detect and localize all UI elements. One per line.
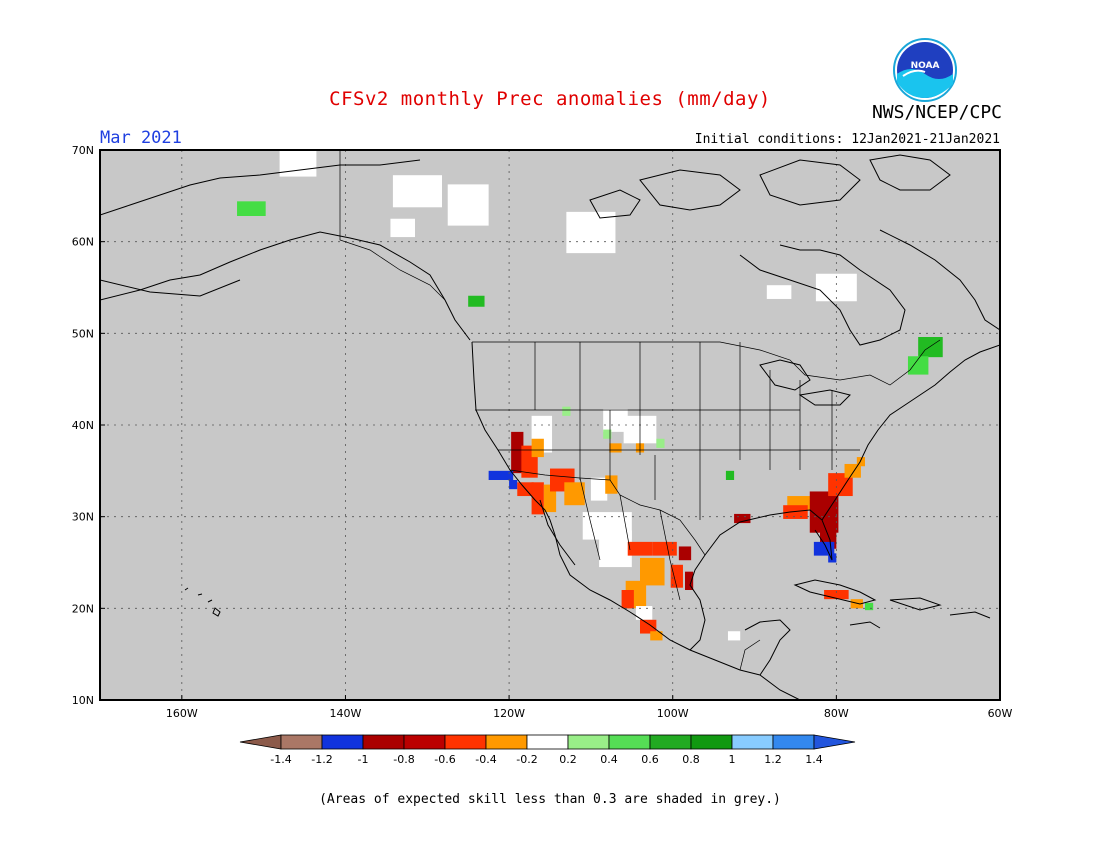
lon-tick-label: 80W — [824, 707, 849, 720]
anomaly-cell — [392, 175, 442, 208]
anomaly-cell — [621, 590, 634, 609]
anomaly-cell — [635, 606, 653, 620]
colorbar-swatch — [731, 734, 774, 750]
forecast-month: Mar 2021 — [100, 128, 182, 148]
anomaly-cell — [685, 571, 694, 590]
anomaly-cell — [734, 513, 751, 524]
anomaly-cell — [390, 218, 415, 238]
colorbar-swatch — [649, 734, 692, 750]
lon-tick-label: 160W — [166, 707, 198, 720]
colorbar-swatch — [526, 734, 569, 750]
anomaly-cell — [237, 201, 266, 216]
anomaly-cell — [511, 431, 524, 474]
colorbar-label: 1 — [729, 753, 736, 766]
colorbar-swatch — [280, 734, 323, 750]
colorbar-swatch — [485, 734, 528, 750]
colorbar-label: 0.6 — [641, 753, 659, 766]
colorbar-swatch — [813, 734, 856, 750]
lon-tick-label: 60W — [988, 707, 1013, 720]
colorbar-swatch — [239, 734, 282, 750]
anomaly-cell — [678, 546, 692, 561]
anomaly-cell — [543, 484, 557, 513]
colorbar-swatch — [772, 734, 815, 750]
lat-tick-label: 40N — [72, 419, 94, 432]
colorbar-label: -0.4 — [475, 753, 496, 766]
anomaly-cell — [813, 541, 835, 556]
colorbar-swatch — [362, 734, 405, 750]
org-label: NWS/NCEP/CPC — [871, 102, 1002, 123]
anomaly-cell — [828, 473, 853, 497]
anomaly-cell — [727, 631, 741, 641]
graticule — [100, 150, 1000, 700]
anomaly-cell — [590, 477, 608, 501]
lat-tick-label: 20N — [72, 602, 94, 615]
anomaly-cell — [824, 590, 849, 600]
anomaly-cell — [865, 602, 874, 611]
anomaly-cell — [907, 356, 929, 375]
anomaly-cell — [599, 530, 632, 568]
lat-tick-label: 50N — [72, 327, 94, 340]
anomaly-cell — [627, 541, 653, 556]
skill-note: (Areas of expected skill less than 0.3 a… — [319, 792, 781, 807]
colorbar-swatch — [608, 734, 651, 750]
noaa-logo: NOAA — [893, 38, 957, 102]
anomaly-cell — [603, 429, 612, 439]
anomaly-cell — [766, 285, 792, 299]
anomaly-cells — [237, 150, 943, 641]
anomaly-cell — [603, 408, 628, 432]
anomaly-cell — [856, 457, 865, 467]
anomaly-cell — [566, 211, 616, 254]
map-title: CFSv2 monthly Prec anomalies (mm/day) — [329, 88, 771, 110]
political-borders — [339, 150, 941, 671]
lat-tick-label: 60N — [72, 236, 94, 249]
colorbar-label: -1 — [358, 753, 369, 766]
anomaly-cell — [447, 184, 489, 226]
anomaly-cell — [640, 619, 657, 634]
initial-conditions: Initial conditions: 12Jan2021-21Jan2021 — [694, 132, 1000, 147]
lat-tick-label: 30N — [72, 511, 94, 524]
anomaly-cell — [650, 631, 663, 641]
anomaly-cell — [815, 273, 857, 302]
lon-tick-label: 100W — [657, 707, 689, 720]
colorbar-label: -1.2 — [311, 753, 332, 766]
anomaly-cell — [670, 564, 683, 588]
colorbar-swatch — [690, 734, 733, 750]
colorbar-swatch — [403, 734, 446, 750]
logo-text: NOAA — [911, 61, 940, 71]
anomaly-cell — [783, 505, 808, 519]
colorbar-label: -1.4 — [270, 753, 291, 766]
axis-ticks: 160W 140W 120W 100W 80W 60W 10N 20N 30N 40N 50N 60N… — [72, 144, 1013, 720]
anomaly-cell — [652, 541, 677, 556]
colorbar-label: -0.2 — [516, 753, 537, 766]
colorbar-label: 0.2 — [559, 753, 577, 766]
colorbar-label: 1.4 — [805, 753, 823, 766]
colorbar-swatch — [321, 734, 364, 750]
colorbar-label: -0.8 — [393, 753, 414, 766]
colorbar-label: 0.8 — [682, 753, 700, 766]
anomaly-cell — [562, 406, 571, 416]
anomaly-cell — [531, 438, 544, 458]
anomaly-cell — [488, 470, 514, 480]
colorbar-label: 0.4 — [600, 753, 618, 766]
lat-tick-label: 70N — [72, 144, 94, 157]
anomaly-cell — [656, 438, 665, 448]
anomaly-cell — [725, 470, 735, 480]
coastlines — [100, 154, 1000, 700]
lon-tick-label: 120W — [493, 707, 525, 720]
lat-tick-label: 10N — [72, 694, 94, 707]
anomaly-cell — [468, 295, 485, 307]
colorbar-label: -0.6 — [434, 753, 455, 766]
anomaly-cell — [564, 482, 585, 506]
colorbar-swatch — [567, 734, 610, 750]
colorbar-swatch — [444, 734, 487, 750]
lon-tick-label: 140W — [330, 707, 362, 720]
anomaly-cell — [609, 443, 622, 453]
colorbar-label: 1.2 — [764, 753, 782, 766]
anomaly-cell — [509, 480, 518, 490]
